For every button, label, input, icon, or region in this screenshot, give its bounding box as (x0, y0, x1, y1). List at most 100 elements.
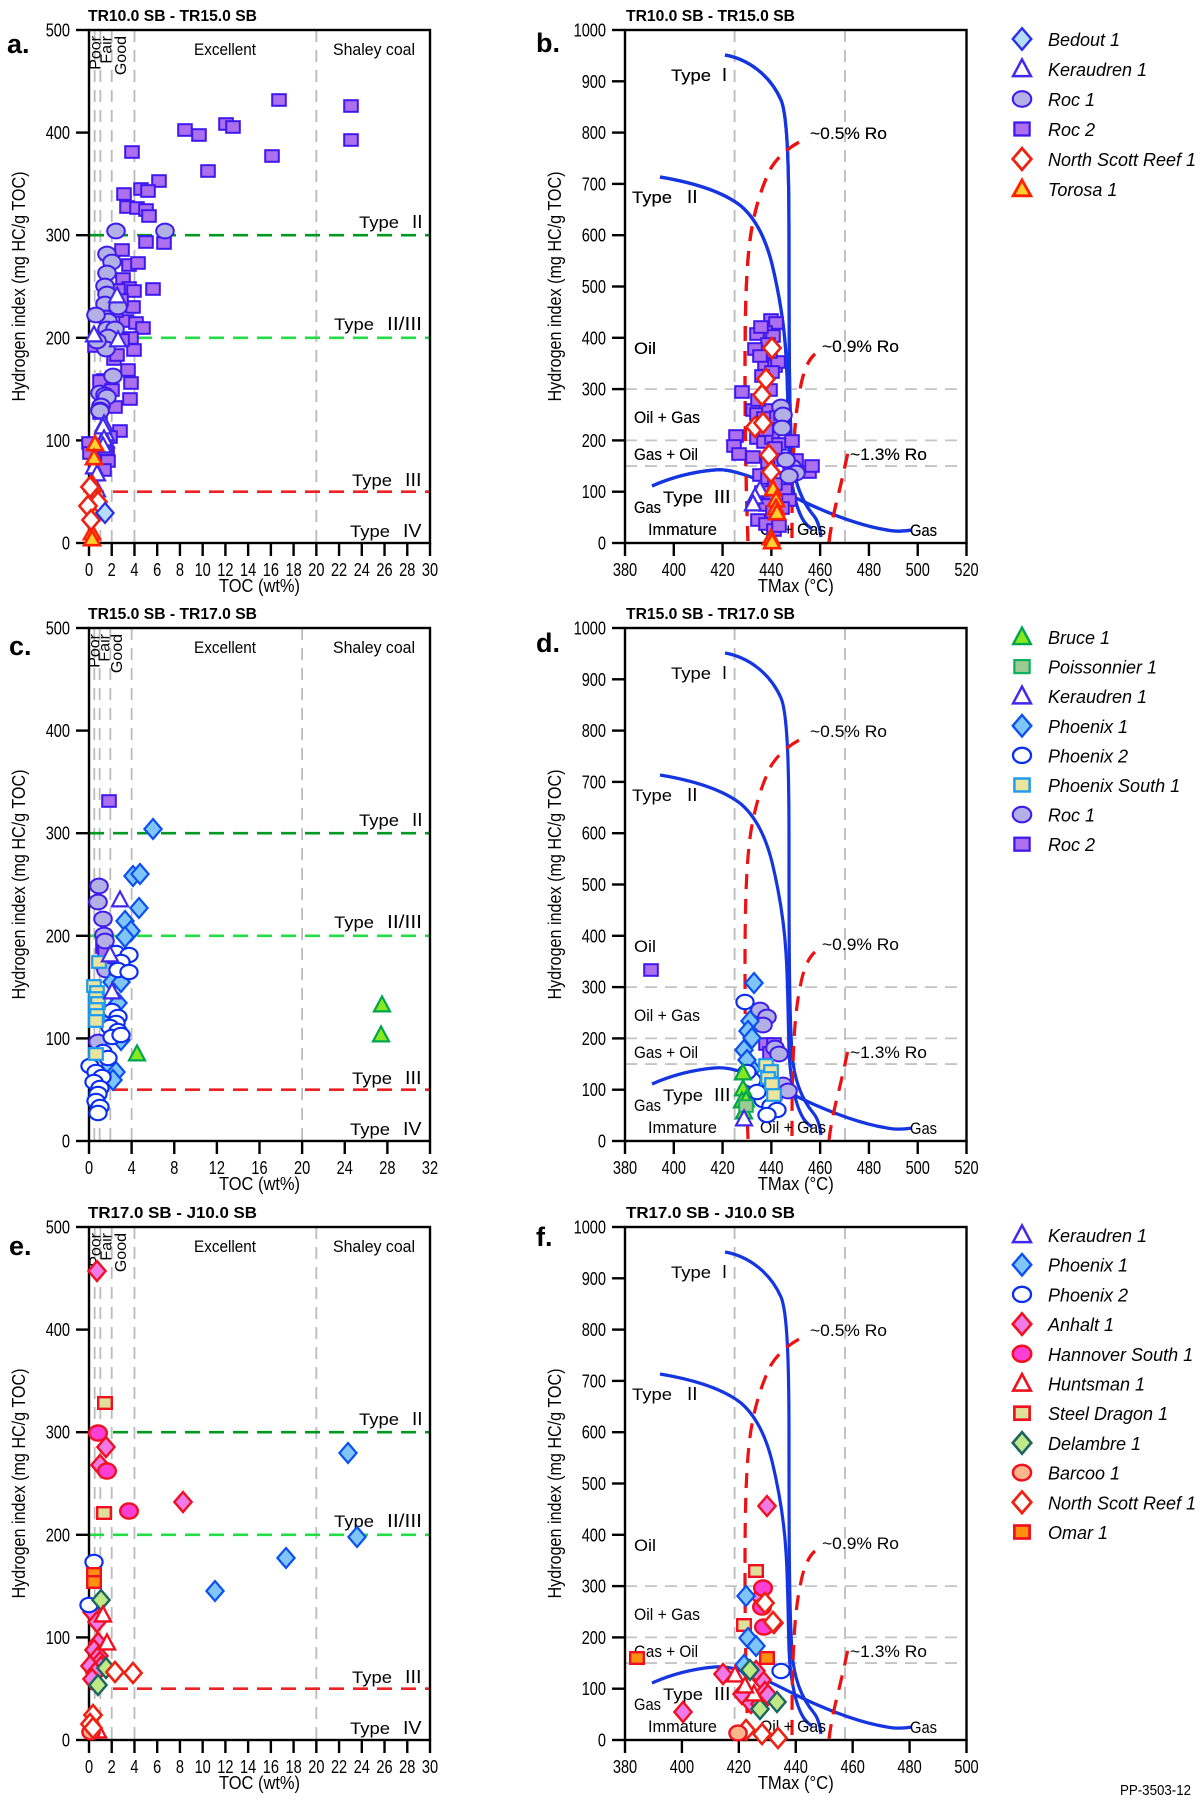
svg-text:Phoenix 2: Phoenix 2 (1048, 746, 1128, 766)
svg-text:Roc 2: Roc 2 (1048, 835, 1095, 855)
svg-text:III: III (405, 1667, 422, 1687)
svg-text:Hydrogen index (mg HC/g TOC): Hydrogen index (mg HC/g TOC) (545, 1369, 565, 1599)
svg-text:300: 300 (582, 978, 606, 998)
svg-text:380: 380 (613, 1757, 637, 1777)
svg-text:500: 500 (46, 1218, 70, 1238)
svg-text:TR15.0 SB - TR17.0 SB: TR15.0 SB - TR17.0 SB (626, 606, 795, 623)
svg-text:Excellent: Excellent (194, 1237, 256, 1256)
svg-text:12: 12 (217, 560, 233, 580)
svg-text:14: 14 (240, 560, 256, 580)
svg-text:Roc 1: Roc 1 (1048, 90, 1095, 110)
svg-text:II: II (412, 810, 423, 830)
svg-text:20: 20 (308, 1757, 324, 1777)
svg-text:400: 400 (670, 1757, 694, 1777)
svg-text:Type: Type (359, 811, 399, 830)
svg-text:Phoenix 1: Phoenix 1 (1048, 1256, 1128, 1276)
svg-text:Good: Good (113, 36, 130, 75)
svg-text:600: 600 (582, 1423, 606, 1443)
svg-text:IV: IV (403, 1119, 422, 1139)
svg-text:TMax (°C): TMax (°C) (758, 576, 834, 596)
svg-text:Type: Type (359, 213, 399, 232)
svg-text:500: 500 (582, 1474, 606, 1494)
svg-text:460: 460 (808, 560, 832, 580)
svg-text:TR17.0 SB - J10.0 SB: TR17.0 SB - J10.0 SB (88, 1205, 257, 1222)
svg-text:c.: c. (9, 631, 32, 661)
svg-text:100: 100 (46, 1029, 70, 1049)
svg-text:Type: Type (352, 471, 392, 490)
svg-text:26: 26 (376, 1757, 392, 1777)
svg-text:22: 22 (331, 1757, 347, 1777)
svg-text:Type: Type (350, 522, 390, 541)
svg-text:400: 400 (46, 721, 70, 741)
svg-text:II: II (412, 1409, 423, 1429)
svg-text:380: 380 (613, 560, 637, 580)
svg-text:700: 700 (582, 772, 606, 792)
svg-text:8: 8 (176, 1757, 184, 1777)
svg-text:300: 300 (46, 1423, 70, 1443)
svg-text:a.: a. (7, 29, 30, 59)
svg-text:520: 520 (954, 1158, 978, 1178)
svg-text:Fair: Fair (99, 1232, 116, 1260)
svg-text:0: 0 (598, 1731, 606, 1751)
svg-text:16: 16 (263, 560, 279, 580)
svg-text:24: 24 (354, 560, 370, 580)
svg-text:Anhalt 1: Anhalt 1 (1047, 1315, 1114, 1335)
svg-text:Fair: Fair (99, 35, 116, 63)
svg-text:200: 200 (46, 1525, 70, 1545)
svg-text:12: 12 (209, 1158, 225, 1178)
svg-text:800: 800 (582, 721, 606, 741)
svg-text:380: 380 (613, 1158, 637, 1178)
svg-text:400: 400 (46, 1320, 70, 1340)
svg-text:Omar 1: Omar 1 (1048, 1523, 1108, 1543)
svg-text:1000: 1000 (574, 21, 606, 41)
svg-text:TR10.0 SB - TR15.0 SB: TR10.0 SB - TR15.0 SB (626, 8, 795, 25)
svg-text:Excellent: Excellent (194, 40, 256, 59)
svg-text:10: 10 (195, 1757, 211, 1777)
svg-text:Bruce 1: Bruce 1 (1048, 628, 1110, 648)
svg-text:Hydrogen index (mg HC/g TOC): Hydrogen index (mg HC/g TOC) (545, 770, 565, 1000)
svg-text:30: 30 (422, 1757, 438, 1777)
svg-text:Torosa 1: Torosa 1 (1048, 180, 1117, 200)
svg-text:200: 200 (46, 926, 70, 946)
svg-text:6: 6 (153, 560, 161, 580)
svg-text:900: 900 (582, 670, 606, 690)
svg-text:100: 100 (582, 482, 606, 502)
svg-text:600: 600 (582, 824, 606, 844)
svg-text:24: 24 (337, 1158, 353, 1178)
svg-text:Type: Type (352, 1668, 392, 1687)
svg-text:4: 4 (130, 560, 138, 580)
svg-text:TR15.0 SB - TR17.0 SB: TR15.0 SB - TR17.0 SB (88, 606, 257, 623)
svg-text:300: 300 (46, 824, 70, 844)
svg-text:400: 400 (662, 560, 686, 580)
svg-text:1000: 1000 (574, 619, 606, 639)
svg-text:II/III: II/III (387, 912, 422, 932)
svg-text:Type: Type (352, 1069, 392, 1088)
svg-text:e.: e. (9, 1231, 32, 1261)
svg-text:2: 2 (108, 1757, 116, 1777)
svg-text:Hydrogen index (mg HC/g TOC): Hydrogen index (mg HC/g TOC) (545, 172, 565, 402)
svg-text:IV: IV (403, 521, 422, 541)
svg-text:Bedout 1: Bedout 1 (1048, 30, 1120, 50)
svg-text:100: 100 (582, 1080, 606, 1100)
svg-text:440: 440 (784, 1757, 808, 1777)
svg-text:0: 0 (598, 1132, 606, 1152)
svg-text:200: 200 (46, 328, 70, 348)
svg-text:420: 420 (710, 560, 734, 580)
svg-text:TR17.0 SB - J10.0 SB: TR17.0 SB - J10.0 SB (626, 1205, 795, 1222)
svg-text:North Scott Reef 1: North Scott Reef 1 (1048, 150, 1196, 170)
svg-text:480: 480 (857, 560, 881, 580)
svg-text:26: 26 (376, 560, 392, 580)
svg-text:III: III (405, 1068, 422, 1088)
svg-text:300: 300 (46, 226, 70, 246)
svg-text:Poissonnier 1: Poissonnier 1 (1048, 658, 1157, 678)
svg-text:100: 100 (582, 1679, 606, 1699)
svg-text:420: 420 (727, 1757, 751, 1777)
svg-text:Hydrogen index (mg HC/g TOC): Hydrogen index (mg HC/g TOC) (9, 172, 29, 402)
svg-text:Shaley coal: Shaley coal (333, 638, 415, 657)
svg-text:Keraudren 1: Keraudren 1 (1048, 60, 1147, 80)
svg-text:24: 24 (354, 1757, 370, 1777)
svg-text:200: 200 (582, 1029, 606, 1049)
svg-text:200: 200 (582, 431, 606, 451)
svg-text:0: 0 (62, 1731, 70, 1751)
svg-text:520: 520 (954, 560, 978, 580)
